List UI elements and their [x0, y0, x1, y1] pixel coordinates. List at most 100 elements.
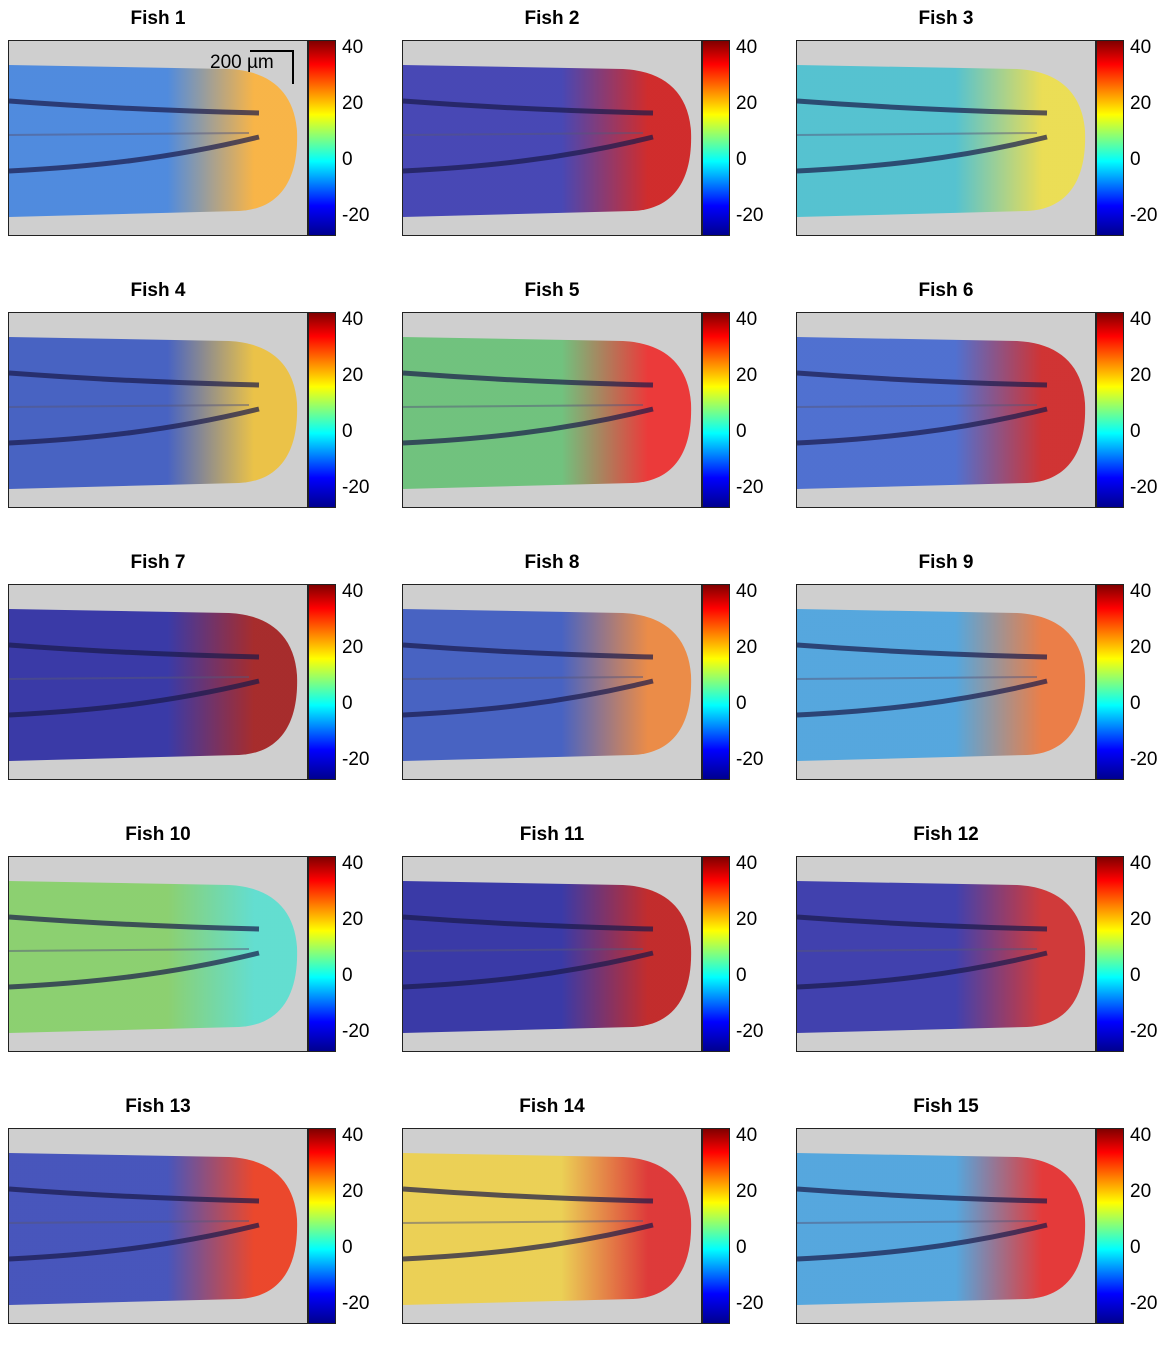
colorbar-tick-label: 40: [1130, 309, 1152, 330]
colorbar-tick-label: -20: [342, 477, 370, 498]
colorbar-tick-label: 20: [1130, 637, 1152, 658]
colorbar-tick-label: 40: [1130, 581, 1152, 602]
fish-panel: Fish 1 40 20 0 -20 200 µm: [8, 4, 388, 274]
colorbar-tick-label: 0: [736, 1237, 747, 1258]
colorbar-tick-label: 40: [1130, 853, 1152, 874]
heatmap-image: [402, 1128, 702, 1324]
colorbar-tick-label: 0: [342, 693, 353, 714]
colorbar-tick-label: 20: [342, 365, 364, 386]
colorbar-tick-label: 20: [342, 1181, 364, 1202]
colorbar: [702, 312, 730, 508]
colorbar-tick-label: 0: [736, 149, 747, 170]
colorbar-tick-label: -20: [342, 749, 370, 770]
fish-panel: Fish 6 40 20 0 -20: [796, 276, 1164, 546]
fish-panel: Fish 11 40 20 0 -20: [402, 820, 782, 1090]
colorbar-tick-label: 20: [1130, 93, 1152, 114]
fish-tail-shape: [403, 585, 701, 779]
fish-panel: Fish 12 40 20 0 -20: [796, 820, 1164, 1090]
colorbar-tick-label: 20: [342, 93, 364, 114]
colorbar-tick-label: -20: [736, 477, 764, 498]
fish-panel: Fish 9 40 20 0 -20: [796, 548, 1164, 818]
colorbar-tick-label: -20: [342, 1293, 370, 1314]
colorbar-tick-label: 40: [1130, 1125, 1152, 1146]
colorbar-tick-label: 40: [736, 853, 758, 874]
fish-tail-shape: [9, 857, 307, 1051]
fish-tail-shape: [797, 585, 1095, 779]
fish-panel: Fish 2 40 20 0 -20: [402, 4, 782, 274]
colorbar: [702, 40, 730, 236]
scale-bar-line: [250, 50, 294, 52]
colorbar-tick-label: 20: [736, 365, 758, 386]
colorbar: [1096, 856, 1124, 1052]
fish-panel: Fish 3 40 20 0 -20: [796, 4, 1164, 274]
panel-title: Fish 10: [125, 824, 191, 845]
fish-tail-shape: [403, 857, 701, 1051]
heatmap-image: [8, 312, 308, 508]
colorbar-tick-label: 40: [736, 309, 758, 330]
panel-title: Fish 6: [918, 280, 974, 301]
heatmap-image: [402, 40, 702, 236]
colorbar-tick-label: 20: [1130, 365, 1152, 386]
panel-title: Fish 7: [130, 552, 186, 573]
panel-title: Fish 4: [130, 280, 186, 301]
colorbar: [1096, 1128, 1124, 1324]
scale-bar-tick: [292, 50, 294, 84]
panel-title: Fish 1: [130, 8, 186, 29]
colorbar-tick-label: 40: [736, 1125, 758, 1146]
panel-title: Fish 15: [913, 1096, 979, 1117]
fish-panel: Fish 15 40 20 0 -20: [796, 1092, 1164, 1362]
panel-title: Fish 13: [125, 1096, 191, 1117]
panel-title: Fish 2: [524, 8, 580, 29]
colorbar-tick-label: 0: [342, 421, 353, 442]
colorbar-tick-label: 40: [736, 37, 758, 58]
colorbar-tick-label: 0: [1130, 965, 1141, 986]
colorbar-tick-label: 0: [342, 149, 353, 170]
scale-bar-label: 200 µm: [210, 52, 274, 73]
colorbar-tick-label: 0: [1130, 1237, 1141, 1258]
heatmap-image: [796, 1128, 1096, 1324]
colorbar-tick-label: -20: [342, 1021, 370, 1042]
panel-title: Fish 5: [524, 280, 580, 301]
fish-tail-shape: [797, 41, 1095, 235]
colorbar-tick-label: 20: [342, 637, 364, 658]
colorbar-tick-label: 20: [1130, 909, 1152, 930]
panel-title: Fish 3: [918, 8, 974, 29]
panel-title: Fish 14: [519, 1096, 585, 1117]
heatmap-image: [402, 584, 702, 780]
colorbar: [308, 856, 336, 1052]
heatmap-image: [402, 312, 702, 508]
colorbar-tick-label: 0: [1130, 149, 1141, 170]
heatmap-image: [8, 584, 308, 780]
colorbar-tick-label: -20: [736, 205, 764, 226]
colorbar: [308, 312, 336, 508]
colorbar-tick-label: 0: [342, 1237, 353, 1258]
heatmap-image: [796, 856, 1096, 1052]
panel-title: Fish 8: [524, 552, 580, 573]
colorbar-tick-label: -20: [736, 749, 764, 770]
colorbar-tick-label: 0: [342, 965, 353, 986]
colorbar: [308, 40, 336, 236]
heatmap-image: [8, 40, 308, 236]
colorbar-tick-label: 0: [736, 693, 747, 714]
colorbar-tick-label: 20: [1130, 1181, 1152, 1202]
colorbar: [702, 584, 730, 780]
fish-tail-shape: [9, 313, 307, 507]
colorbar-tick-label: -20: [1130, 1293, 1158, 1314]
colorbar-tick-label: 0: [1130, 421, 1141, 442]
colorbar: [308, 1128, 336, 1324]
fish-tail-shape: [797, 1129, 1095, 1323]
heatmap-image: [796, 40, 1096, 236]
colorbar-tick-label: 0: [736, 965, 747, 986]
colorbar-tick-label: -20: [736, 1293, 764, 1314]
fish-tail-shape: [797, 313, 1095, 507]
fish-panel: Fish 4 40 20 0 -20: [8, 276, 388, 546]
heatmap-image: [8, 856, 308, 1052]
colorbar: [702, 856, 730, 1052]
colorbar-tick-label: 20: [736, 637, 758, 658]
colorbar-tick-label: -20: [1130, 205, 1158, 226]
colorbar-tick-label: 20: [736, 909, 758, 930]
fish-tail-shape: [403, 313, 701, 507]
colorbar: [1096, 584, 1124, 780]
fish-panel: Fish 7 40 20 0 -20: [8, 548, 388, 818]
scale-bar: 200 µm: [210, 50, 296, 94]
